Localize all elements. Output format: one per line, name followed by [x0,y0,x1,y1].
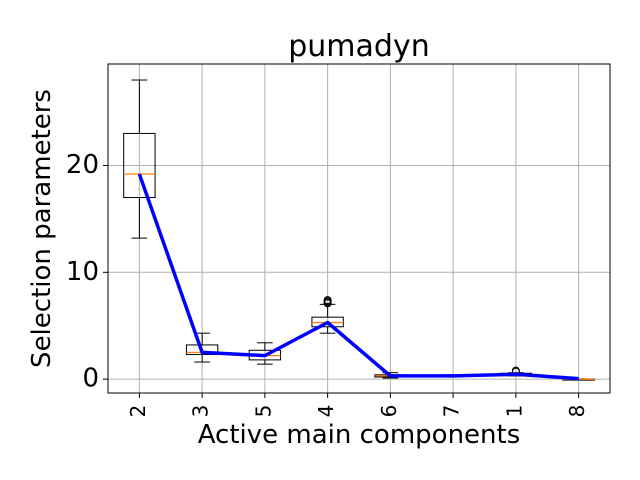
median-line-layer [137,173,579,381]
tick-layer: 2 3 5 4 6 7 1 8 0 10 20 [66,150,589,417]
box-rect [123,132,156,199]
x-tick-label: 1 [502,405,526,418]
flier-point [323,296,332,305]
y-axis-label: Selection parameters [27,89,57,368]
box-group [123,79,156,239]
x-tick-label: 8 [565,405,589,418]
y-tick-label: 20 [66,150,99,180]
axes-frame [107,63,611,394]
x-tick-label: 7 [440,405,464,418]
grid-layer [108,64,610,393]
chart-title: pumadyn [288,29,429,64]
median-trend-line [137,173,579,381]
x-tick-label: 6 [377,405,401,418]
x-tick-label: 4 [314,405,338,418]
x-tick-label: 5 [251,405,275,418]
x-tick-label: 3 [189,405,213,418]
x-axis-label: Active main components [198,420,521,450]
x-tick-label: 2 [126,405,150,418]
y-tick-label: 10 [66,257,99,287]
box-group [311,296,344,334]
box-rect [185,344,219,356]
y-tick-label: 0 [82,364,99,394]
